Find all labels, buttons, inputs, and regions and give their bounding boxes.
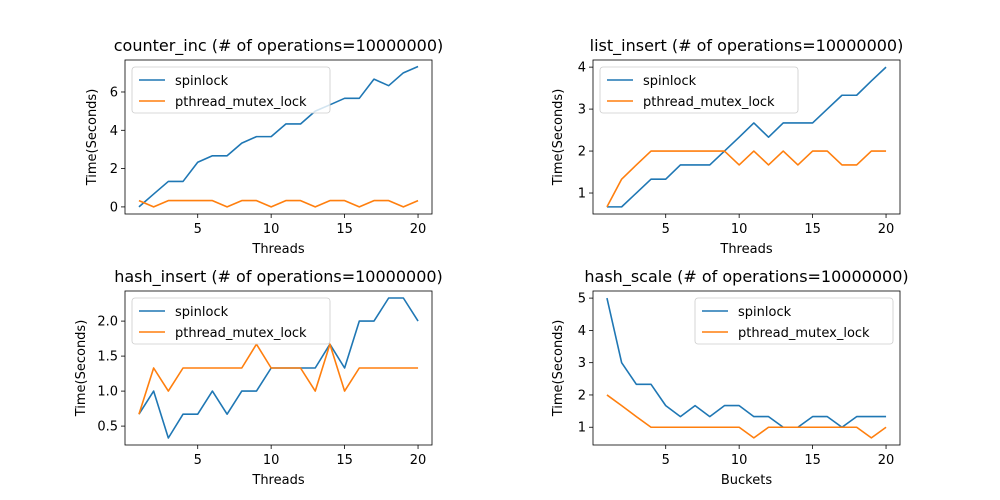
x-tick-label: 15 <box>336 222 353 237</box>
legend-label: pthread_mutex_lock <box>175 95 307 110</box>
x-tick-label: 20 <box>878 453 895 468</box>
axes-frame <box>124 59 433 215</box>
subplot-1: counter_inc (# of operations=10000000) 5 1… <box>85 36 443 257</box>
legend-label: pthread_mutex_lock <box>643 95 775 110</box>
y-tick-label: 6 <box>110 85 118 100</box>
chart-title: hash_insert (# of operations=10000000) <box>114 267 443 287</box>
y-tick-label: 2 <box>578 145 586 160</box>
x-tick-label: 10 <box>731 222 748 237</box>
legend: spinlock pthread_mutex_lock <box>599 66 799 114</box>
legend-label: pthread_mutex_lock <box>175 326 307 341</box>
axes-frame <box>592 59 901 215</box>
x-tick-label: 15 <box>336 453 353 468</box>
legend: spinlock pthread_mutex_lock <box>131 297 331 345</box>
x-tick-label: 5 <box>662 453 670 468</box>
legend-box <box>694 297 894 345</box>
legend: spinlock pthread_mutex_lock <box>694 297 894 345</box>
y-tick-label: 1.5 <box>97 350 118 365</box>
axes-frame <box>592 290 901 446</box>
x-tick-label: 20 <box>410 222 427 237</box>
legend: spinlock pthread_mutex_lock <box>131 66 331 114</box>
x-tick-label: 15 <box>804 453 821 468</box>
x-axis-label: Threads <box>251 242 304 257</box>
subplot-3: hash_insert (# of operations=10000000) 5 1… <box>74 267 443 488</box>
y-tick-label: 3 <box>578 103 586 118</box>
y-axis-label: Time(Seconds) <box>85 89 100 187</box>
x-tick-label: 10 <box>263 453 280 468</box>
x-tick-label: 20 <box>878 222 895 237</box>
y-tick-label: 1 <box>578 187 586 202</box>
y-axis-label: Time(Seconds) <box>551 89 566 187</box>
legend-label: spinlock <box>643 74 697 89</box>
x-tick-label: 10 <box>263 222 280 237</box>
y-tick-label: 1 <box>578 421 586 436</box>
y-tick-label: 2.0 <box>97 315 118 330</box>
legend-label: spinlock <box>175 305 229 320</box>
y-axis-label: Time(Seconds) <box>74 320 89 418</box>
series-line-1 <box>606 66 887 208</box>
y-tick-label: 2 <box>578 388 586 403</box>
chart-title: hash_scale (# of operations=10000000) <box>584 267 908 287</box>
y-tick-label: 0 <box>110 200 118 215</box>
y-tick-label: 4 <box>578 324 586 339</box>
axes-frame <box>124 290 433 446</box>
subplot-4: hash_scale (# of operations=10000000) 5 10… <box>551 267 909 488</box>
subplot-2: list_insert (# of operations=10000000) 5 1… <box>551 36 903 257</box>
legend-box <box>131 297 331 345</box>
x-tick-label: 15 <box>804 222 821 237</box>
x-tick-label: 5 <box>194 222 202 237</box>
x-axis-label: Threads <box>251 473 304 488</box>
legend-label: spinlock <box>175 74 229 89</box>
legend-box <box>131 66 331 114</box>
series-line-1 <box>138 65 419 208</box>
y-tick-label: 2 <box>110 162 118 177</box>
y-tick-label: 3 <box>578 356 586 371</box>
legend-box <box>599 66 799 114</box>
x-tick-label: 5 <box>662 222 670 237</box>
y-tick-label: 1.0 <box>97 385 118 400</box>
x-tick-label: 5 <box>194 453 202 468</box>
series-line-2 <box>138 199 419 208</box>
y-tick-label: 4 <box>110 124 118 139</box>
y-tick-label: 0.5 <box>97 420 118 435</box>
series-line-1 <box>606 297 887 429</box>
legend-label: spinlock <box>738 305 792 320</box>
legend-label: pthread_mutex_lock <box>738 326 870 341</box>
chart-title: list_insert (# of operations=10000000) <box>590 36 904 56</box>
x-tick-label: 10 <box>731 453 748 468</box>
x-axis-label: Buckets <box>721 473 772 488</box>
y-tick-label: 5 <box>578 292 586 307</box>
series-line-2 <box>606 394 887 439</box>
series-line-2 <box>606 150 887 208</box>
x-tick-label: 20 <box>410 453 427 468</box>
series-line-2 <box>138 343 419 415</box>
y-axis-label: Time(Seconds) <box>551 320 566 418</box>
y-tick-label: 4 <box>578 61 586 76</box>
x-axis-label: Threads <box>719 242 772 257</box>
chart-title: counter_inc (# of operations=10000000) <box>114 36 444 56</box>
